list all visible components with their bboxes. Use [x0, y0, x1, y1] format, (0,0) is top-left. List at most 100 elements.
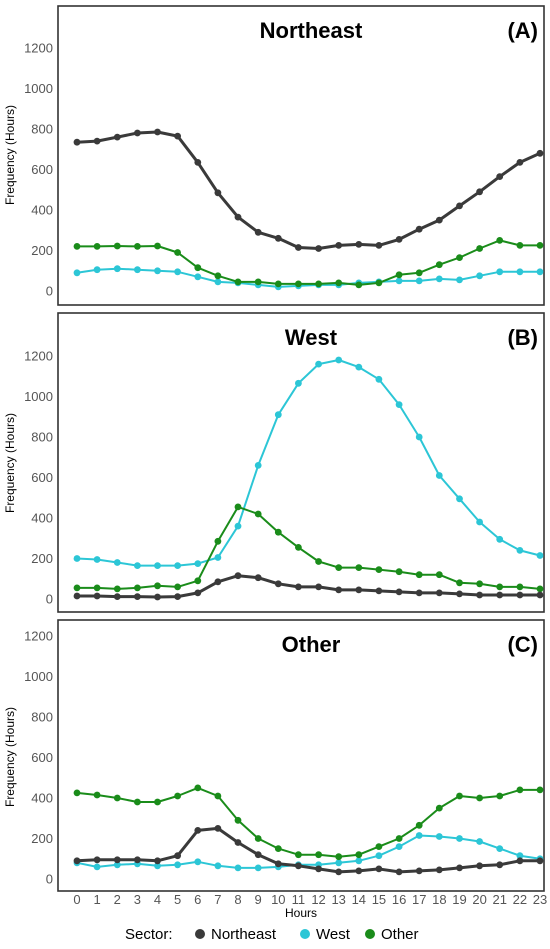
series-northeast: [73, 572, 544, 601]
data-point-northeast: [134, 129, 141, 137]
data-point-west: [113, 559, 121, 566]
data-point-northeast: [435, 216, 443, 224]
data-point-northeast: [456, 864, 463, 872]
series-layer: [73, 356, 544, 601]
y-tick-label: 600: [31, 162, 53, 177]
x-tick-label: 6: [194, 892, 201, 907]
legend: Sector: Northeast West Other: [125, 926, 419, 943]
data-point-other: [174, 249, 182, 256]
data-point-northeast: [295, 244, 302, 251]
x-tick-label: 23: [533, 892, 547, 907]
data-point-northeast: [174, 852, 182, 860]
x-tick-label: 13: [331, 892, 345, 907]
data-point-northeast: [315, 865, 322, 873]
data-point-west: [375, 852, 383, 860]
data-point-northeast: [174, 593, 182, 600]
data-point-west: [113, 861, 121, 869]
legend-title: Sector:: [125, 926, 173, 943]
data-point-northeast: [395, 588, 403, 596]
data-point-other: [154, 798, 161, 806]
data-point-west: [335, 859, 343, 867]
data-point-west: [154, 267, 161, 275]
data-point-other: [234, 278, 242, 286]
data-point-northeast: [254, 228, 262, 236]
data-point-west: [174, 268, 182, 276]
legend-marker-other: [365, 929, 375, 939]
data-point-other: [516, 242, 524, 249]
data-point-northeast: [536, 857, 544, 865]
data-point-other: [536, 585, 544, 593]
data-point-northeast: [174, 132, 182, 140]
data-point-other: [476, 580, 483, 588]
data-point-other: [134, 584, 141, 592]
data-point-other: [415, 571, 423, 579]
data-point-other: [93, 243, 101, 250]
legend-marker-northeast: [195, 929, 205, 939]
y-axis-title: Frequency (Hours): [3, 707, 17, 807]
x-tick-labels: 0 1 2 3 4 5 6 7 8 9 10 11 12 13 14 15 16 17 18 19 20 21 22 23: [73, 892, 547, 907]
x-tick-label: 3: [134, 892, 141, 907]
data-point-west: [375, 375, 383, 383]
x-axis-title: Hours: [285, 906, 317, 920]
data-point-northeast: [315, 245, 322, 252]
data-point-west: [435, 275, 443, 283]
data-point-northeast: [113, 856, 121, 864]
y-tick-label: 1200: [24, 629, 53, 644]
data-point-other: [456, 792, 463, 800]
y-tick-label: 1000: [24, 81, 53, 96]
data-point-other: [395, 271, 403, 279]
y-tick-label: 0: [46, 872, 53, 887]
data-point-northeast: [415, 589, 423, 597]
x-tick-label: 2: [114, 892, 121, 907]
series-northeast: [73, 128, 544, 252]
data-point-other: [335, 564, 343, 571]
x-tick-label: 4: [154, 892, 161, 907]
data-point-other: [496, 792, 504, 800]
y-tick-label: 800: [31, 430, 53, 445]
data-point-west: [315, 360, 322, 368]
data-point-northeast: [194, 159, 202, 166]
data-point-northeast: [355, 867, 363, 875]
data-point-northeast: [496, 173, 504, 181]
panel-frame: [57, 619, 545, 892]
y-tick-labels: 0 200 400 600 800 1000 1200: [24, 629, 53, 887]
data-point-west: [113, 265, 121, 273]
data-point-west: [93, 266, 101, 274]
data-point-west: [274, 411, 282, 419]
y-tick-label: 400: [31, 511, 53, 526]
data-point-other: [194, 264, 202, 272]
x-tick-label: 17: [412, 892, 426, 907]
x-tick-label: 1: [94, 892, 101, 907]
x-tick-label: 16: [392, 892, 406, 907]
data-point-other: [295, 280, 302, 288]
data-point-other: [315, 851, 322, 859]
y-axis-title: Frequency (Hours): [3, 413, 17, 513]
data-point-northeast: [395, 236, 403, 243]
data-point-northeast: [295, 862, 302, 870]
data-point-northeast: [536, 591, 544, 599]
data-point-other: [395, 568, 403, 576]
panel-label: (C): [507, 632, 538, 657]
series-line-west: [76, 834, 541, 869]
data-point-other: [234, 816, 242, 824]
data-point-west: [154, 562, 161, 569]
series-line-northeast: [76, 130, 541, 250]
data-point-other: [435, 261, 443, 269]
data-point-northeast: [435, 589, 443, 597]
data-point-west: [415, 277, 423, 285]
data-point-northeast: [335, 242, 343, 249]
data-point-other: [113, 794, 121, 802]
data-point-northeast: [73, 592, 81, 600]
data-point-west: [134, 266, 141, 274]
data-point-other: [174, 792, 182, 800]
data-point-west: [73, 269, 81, 277]
data-point-northeast: [274, 860, 282, 868]
data-point-west: [194, 273, 202, 281]
data-point-northeast: [254, 851, 262, 859]
data-point-west: [496, 268, 504, 276]
series-line-other: [77, 505, 541, 590]
data-point-northeast: [194, 589, 202, 597]
data-point-other: [234, 503, 242, 511]
data-point-northeast: [375, 865, 383, 873]
